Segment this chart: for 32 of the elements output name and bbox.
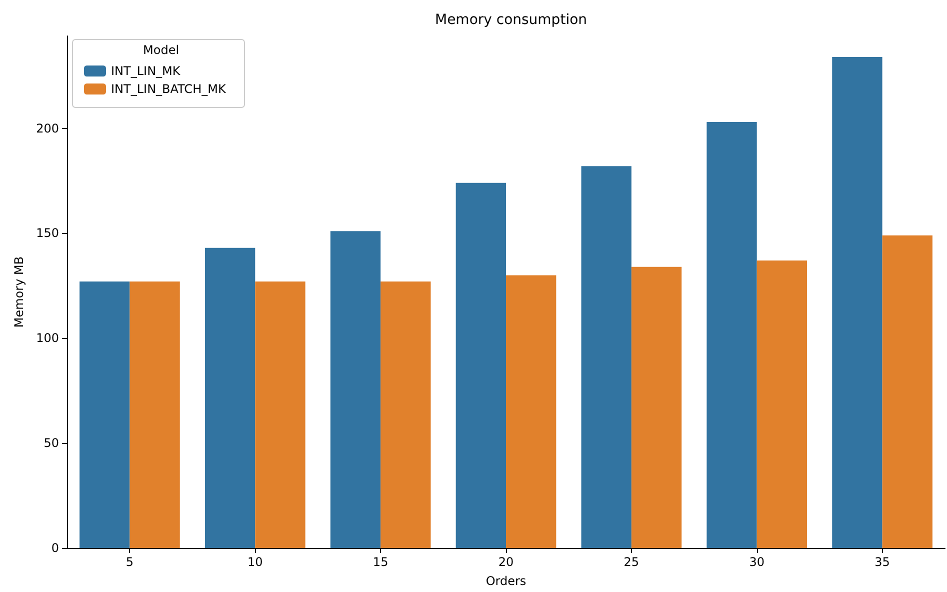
y-tick-label: 0 (51, 541, 59, 555)
x-tick-label: 10 (248, 555, 263, 569)
x-tick-label: 20 (498, 555, 514, 569)
chart-title: Memory consumption (434, 12, 588, 28)
y-axis-title: Memory MB (12, 256, 26, 328)
x-axis-title: Orders (486, 574, 526, 588)
bar (80, 282, 130, 548)
bar (882, 235, 932, 548)
legend-label: INT_LIN_BATCH_MK (111, 82, 227, 96)
bar (832, 56, 882, 548)
bar (456, 182, 506, 548)
bar (756, 260, 808, 548)
bar (631, 266, 682, 548)
bar (204, 248, 256, 548)
legend-label: INT_LIN_MK (111, 64, 182, 78)
y-tick-label: 50 (44, 436, 59, 450)
x-tick-label: 5 (126, 555, 134, 569)
y-tick-label: 150 (36, 226, 59, 240)
bar (330, 231, 381, 548)
bar (581, 166, 632, 548)
x-tick-label: 25 (624, 555, 640, 569)
legend-title: Model (143, 43, 180, 57)
x-tick-label: 30 (749, 555, 764, 569)
y-tick-label: 200 (36, 121, 59, 136)
x-tick-label: 15 (372, 555, 388, 569)
x-tick-label: 35 (874, 555, 890, 569)
bar (380, 282, 431, 548)
bar (130, 282, 180, 548)
bar (506, 275, 556, 548)
bar (706, 122, 757, 548)
y-tick-label: 100 (36, 331, 59, 346)
bar (255, 282, 306, 548)
